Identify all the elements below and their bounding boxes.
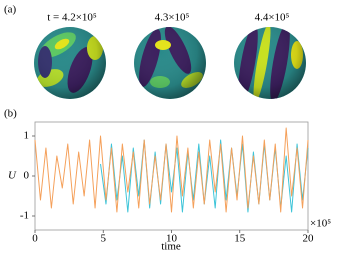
sphere-title: 4.3×10⁵ — [155, 12, 190, 24]
x-multiplier: ×10⁵ — [310, 218, 331, 230]
x-axis-label: time — [161, 241, 181, 253]
x-tick-label: 15 — [234, 233, 246, 245]
series-line — [34, 127, 309, 213]
y-tick-label: 1 — [24, 130, 30, 142]
panel-label: (a) — [4, 4, 17, 16]
y-tick-label: 0 — [24, 170, 30, 182]
x-tick-label: 0 — [32, 233, 38, 245]
sphere — [34, 27, 106, 99]
sphere-title: 4.4×10⁵ — [255, 12, 290, 24]
x-tick-label: 10 — [166, 233, 178, 245]
sphere-title: t = 4.2×10⁵ — [47, 12, 97, 24]
x-tick-label: 5 — [101, 233, 107, 245]
sphere — [234, 27, 306, 99]
y-tick-label: -1 — [20, 210, 29, 222]
x-tick-label: 20 — [303, 233, 315, 245]
sphere — [134, 27, 206, 99]
panel-label: (b) — [4, 108, 17, 120]
y-axis-label: U — [8, 170, 17, 182]
